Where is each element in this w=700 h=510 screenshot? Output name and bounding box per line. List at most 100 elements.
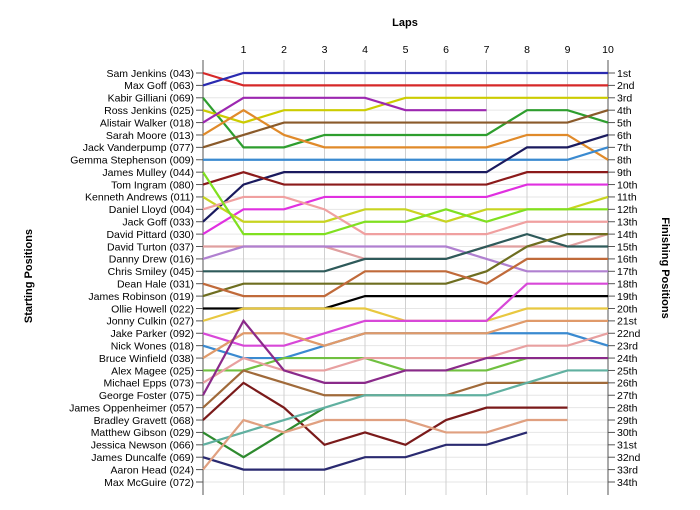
series-line xyxy=(202,418,568,471)
starting-position-label: Matthew Gibson (029) xyxy=(91,427,194,439)
lap-tick-label: 6 xyxy=(443,44,449,56)
starting-position-label: Bruce Winfield (038) xyxy=(99,353,194,365)
finishing-position-label: 23rd xyxy=(617,340,638,352)
finishing-position-label: 15th xyxy=(617,241,638,253)
finishing-position-label: 13th xyxy=(617,217,638,229)
y-axis-title-left: Starting Positions xyxy=(23,229,35,323)
finishing-position-label: 22nd xyxy=(617,328,641,340)
finishing-position-label: 27th xyxy=(617,390,638,402)
series-lines xyxy=(202,71,609,471)
lap-tick-label: 1 xyxy=(241,44,247,56)
starting-position-label: Jonny Culkin (027) xyxy=(106,316,194,328)
finishing-position-label: 11th xyxy=(617,192,637,204)
series-line xyxy=(202,171,608,236)
starting-position-label: Gemma Stephenson (009) xyxy=(70,155,194,167)
finishing-position-label: 8th xyxy=(617,155,632,167)
starting-position-label: Aaron Head (024) xyxy=(111,464,194,476)
starting-position-label: Nick Wones (018) xyxy=(111,340,194,352)
lap-tick-label: 5 xyxy=(403,44,409,56)
starting-position-label: Ollie Howell (022) xyxy=(111,303,194,315)
y-axis-title-right: Finishing Positions xyxy=(659,217,671,318)
series-line xyxy=(202,318,608,396)
series-line xyxy=(202,96,608,124)
lap-tick-label: 3 xyxy=(322,44,328,56)
finishing-position-label: 2nd xyxy=(617,80,635,92)
lap-tick-label: 8 xyxy=(524,44,530,56)
finishing-position-label: 24th xyxy=(617,353,638,365)
finishing-position-label: 18th xyxy=(617,278,638,290)
starting-position-label: James Duncalfe (069) xyxy=(91,452,194,464)
series-line xyxy=(202,282,608,347)
series-line xyxy=(202,171,608,186)
starting-position-label: Ross Jenkins (025) xyxy=(104,105,194,117)
starting-position-label: Max Goff (063) xyxy=(124,80,194,92)
starting-position-label: Sarah Moore (013) xyxy=(106,130,194,142)
starting-position-label: Jessica Newson (066) xyxy=(91,440,194,452)
starting-position-label: James Oppenheimer (057) xyxy=(69,402,194,414)
starting-position-label: Chris Smiley (045) xyxy=(108,266,194,278)
series-line xyxy=(202,257,608,298)
starting-position-label: Kenneth Andrews (011) xyxy=(85,192,194,204)
starting-position-label: Max McGuire (072) xyxy=(104,477,194,489)
finishing-position-label: 4th xyxy=(617,105,632,117)
starting-position-label: Jack Goff (033) xyxy=(122,217,194,229)
finishing-position-label: 5th xyxy=(617,117,632,129)
starting-position-label: Danny Drew (016) xyxy=(109,254,194,266)
series-line xyxy=(202,233,608,298)
finishing-position-label: 7th xyxy=(617,142,632,154)
finishing-position-label: 19th xyxy=(617,291,638,303)
series-line xyxy=(202,71,608,87)
starting-position-label: Sam Jenkins (043) xyxy=(106,68,194,80)
series-line xyxy=(202,369,608,446)
starting-position-label: Alistair Walker (018) xyxy=(100,117,194,129)
lap-tick-labels: 1 2 3 4 5 6 7 8 9 10 xyxy=(241,44,614,56)
starting-position-label: Michael Epps (073) xyxy=(104,378,194,390)
series-line xyxy=(202,319,608,359)
starting-position-label: James Robinson (019) xyxy=(88,291,194,303)
lap-tick-label: 7 xyxy=(484,44,490,56)
starting-position-label: Tom Ingram (080) xyxy=(111,179,194,191)
finishing-position-label: 29th xyxy=(617,415,638,427)
starting-position-label: Jack Vanderpump (077) xyxy=(83,142,194,154)
series-line xyxy=(202,431,528,471)
starting-position-label: James Mulley (044) xyxy=(102,167,194,179)
starting-position-label: George Foster (075) xyxy=(99,390,194,402)
finishing-position-label: 34th xyxy=(617,477,638,489)
finishing-position-labels: 1st2nd3rd4th5th6th7th8th9th10th11th12th1… xyxy=(608,68,641,489)
finishing-position-label: 16th xyxy=(617,254,638,266)
series-line xyxy=(202,245,608,273)
series-line xyxy=(203,232,608,273)
series-line xyxy=(202,109,609,149)
finishing-position-label: 31st xyxy=(617,440,637,452)
series-line xyxy=(202,97,609,149)
series-line xyxy=(202,381,568,447)
finishing-position-label: 1st xyxy=(617,68,631,80)
series-line xyxy=(202,332,609,384)
finishing-position-label: 3rd xyxy=(617,93,632,105)
finishing-position-label: 20th xyxy=(617,303,638,315)
finishing-position-label: 33rd xyxy=(617,464,638,476)
finishing-position-label: 14th xyxy=(617,229,638,241)
series-line xyxy=(202,183,608,236)
finishing-position-label: 17th xyxy=(617,266,638,278)
finishing-position-label: 10th xyxy=(617,179,638,191)
starting-position-label: Alex Magee (025) xyxy=(111,365,194,377)
series-line xyxy=(202,71,608,87)
lap-tick-label: 2 xyxy=(281,44,287,56)
starting-position-label: Bradley Gravett (068) xyxy=(94,415,194,427)
lap-tick-label: 4 xyxy=(362,44,368,56)
finishing-position-label: 21st xyxy=(617,316,637,328)
starting-position-label: Dean Hale (031) xyxy=(117,278,194,290)
finishing-position-label: 12th xyxy=(617,204,638,216)
finishing-position-label: 9th xyxy=(617,167,632,179)
chart-title: Laps xyxy=(392,17,418,29)
finishing-position-label: 26th xyxy=(617,378,638,390)
starting-position-labels: Sam Jenkins (043)Max Goff (063)Kabir Gil… xyxy=(69,68,203,489)
starting-position-label: Kabir Gilliani (069) xyxy=(108,93,194,105)
lap-tick-label: 9 xyxy=(565,44,571,56)
finishing-position-label: 30th xyxy=(617,427,638,439)
starting-position-label: Daniel Lloyd (004) xyxy=(109,204,194,216)
lap-tick-label: 10 xyxy=(602,44,614,56)
series-line xyxy=(202,133,609,223)
